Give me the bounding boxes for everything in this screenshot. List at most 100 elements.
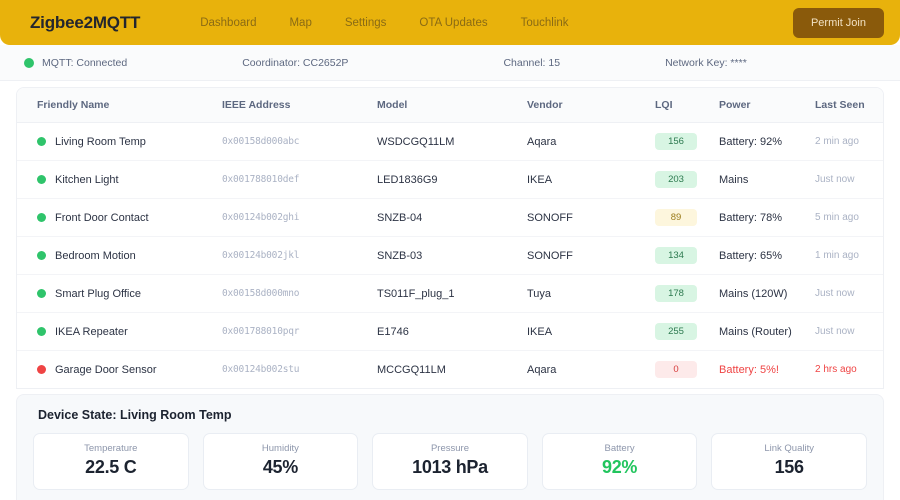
device-state-title: Device State: Living Room Temp [38, 408, 232, 422]
cell-lqi: 89 [655, 198, 719, 237]
cell-power: Mains (120W) [719, 274, 815, 313]
device-table-body: Living Room Temp 0x00158d000abc WSDCGQ11LM… [17, 122, 883, 389]
device-name-label: Smart Plug Office [55, 287, 141, 300]
cell-vendor: Tuya [527, 274, 655, 313]
cell-power: Battery: 65% [719, 236, 815, 275]
device-name-label: Kitchen Light [55, 173, 119, 186]
device-offline-dot-icon [37, 365, 46, 374]
col-header-friendly-name[interactable]: Friendly Name [17, 88, 222, 123]
cell-last-seen: 2 hrs ago [815, 364, 857, 375]
cell-lqi: 134 [655, 236, 719, 275]
table-row[interactable]: Garage Door Sensor 0x00124b002stu MCCGQ11L… [17, 351, 883, 389]
device-name-label: Bedroom Motion [55, 249, 136, 262]
mqtt-status-dot [24, 57, 34, 68]
cell-power: Battery: 92% [719, 122, 815, 161]
device-name-label: Garage Door Sensor [55, 363, 157, 376]
table-row[interactable]: IKEA Repeater 0x001788010pqr E1746 IKEA 255 M… [17, 312, 883, 351]
cell-model: SNZB-04 [377, 198, 527, 237]
cell-lqi: 0 [655, 351, 719, 389]
status-network-key: Network Key: **** [665, 56, 747, 69]
cell-vendor: Aqara [527, 363, 557, 376]
table-row[interactable]: Front Door Contact 0x00124b002ghi SNZB-04 S… [17, 198, 883, 237]
lqi-badge: 203 [655, 171, 697, 188]
cell-model: MCCGQ11LM [377, 363, 446, 376]
device-name-label: Front Door Contact [55, 211, 149, 224]
name-cell-wrap: Front Door Contact [37, 212, 222, 224]
cell-friendly-name: Front Door Contact [17, 198, 222, 237]
metric-label: Temperature [84, 443, 138, 454]
main-nav: Dashboard Map Settings OTA Updates Touchlink [200, 17, 793, 29]
cell-power: Battery: 78% [719, 198, 815, 237]
device-online-dot-icon [37, 137, 46, 146]
cell-vendor: IKEA [527, 312, 655, 351]
device-table: Friendly Name IEEE Address Model Vendor … [17, 88, 883, 388]
cell-power: Mains [719, 160, 815, 199]
col-header-ieee-address[interactable]: IEEE Address [222, 88, 377, 123]
lqi-badge: 178 [655, 285, 697, 302]
name-cell-wrap: IKEA Repeater [37, 326, 222, 338]
metric-card-battery: Battery 92% [541, 433, 698, 490]
cell-friendly-name: IKEA Repeater [17, 312, 222, 351]
cell-ieee-address: 0x00158d000abc [222, 122, 377, 161]
device-online-dot-icon [37, 327, 46, 336]
nav-item-dashboard[interactable]: Dashboard [200, 16, 257, 29]
cell-ieee-address: 0x00158d000mno [222, 274, 377, 313]
metric-value: 45% [262, 457, 298, 477]
metric-label: Battery [604, 443, 635, 454]
cell-lqi: 178 [655, 274, 719, 313]
cell-power: Mains (Router) [719, 312, 815, 351]
cell-ieee-address: 0x00124b002stu [222, 364, 300, 375]
app-header: Zigbee2MQTT Dashboard Map Settings OTA Upda… [0, 0, 900, 45]
cell-friendly-name: Living Room Temp [17, 122, 222, 161]
metric-card-pressure: Pressure 1013 hPa [372, 433, 528, 490]
col-header-lqi[interactable]: LQI [655, 88, 719, 123]
device-name-label: IKEA Repeater [55, 325, 128, 338]
table-row[interactable]: Smart Plug Office 0x00158d000mno TS011F_pl… [17, 274, 883, 313]
cell-vendor: Aqara [527, 122, 655, 161]
col-header-power[interactable]: Power [719, 88, 815, 123]
nav-item-touchlink[interactable]: Touchlink [520, 16, 569, 29]
col-header-vendor[interactable]: Vendor [527, 88, 655, 123]
permit-join-button[interactable]: Permit Join [792, 7, 884, 38]
col-header-last-seen[interactable]: Last Seen [815, 88, 883, 123]
status-bar: MQTT: Connected Coordinator: CC2652P Cha… [0, 45, 900, 81]
nav-item-map[interactable]: Map [289, 16, 312, 29]
metric-card-temperature: Temperature 22.5 C [33, 433, 189, 490]
device-state-panel: Device State: Living Room Temp Temperatu… [16, 394, 884, 500]
table-row[interactable]: Kitchen Light 0x001788010def LED1836G9 IKEA… [17, 160, 883, 199]
nav-item-ota-updates[interactable]: OTA Updates [419, 16, 488, 29]
metric-value: 1013 hPa [412, 457, 488, 477]
cell-friendly-name: Smart Plug Office [17, 274, 222, 313]
name-cell-wrap: Bedroom Motion [37, 250, 222, 262]
table-row[interactable]: Living Room Temp 0x00158d000abc WSDCGQ11LM… [17, 122, 883, 161]
col-header-model[interactable]: Model [377, 88, 527, 123]
lqi-badge: 134 [655, 247, 697, 264]
cell-ieee-address: 0x001788010pqr [222, 312, 377, 351]
cell-model: SNZB-03 [377, 236, 527, 275]
lqi-badge: 255 [655, 323, 697, 340]
status-coordinator: Coordinator: CC2652P [242, 56, 349, 69]
table-header-row: Friendly Name IEEE Address Model Vendor … [17, 88, 883, 123]
cell-model: E1746 [377, 312, 527, 351]
device-online-dot-icon [37, 289, 46, 298]
cell-lqi: 156 [655, 122, 719, 161]
nav-item-settings[interactable]: Settings [344, 16, 387, 29]
lqi-badge: 156 [655, 133, 697, 150]
cell-friendly-name: Kitchen Light [17, 160, 222, 199]
metric-value: 92% [602, 457, 638, 477]
cell-ieee-address: 0x001788010def [222, 160, 377, 199]
metric-label: Pressure [430, 443, 469, 454]
metric-card-humidity: Humidity 45% [202, 433, 359, 490]
table-row[interactable]: Bedroom Motion 0x00124b002jkl SNZB-03 SONOF… [17, 236, 883, 275]
status-channel: Channel: 15 [503, 56, 561, 69]
lqi-badge: 89 [655, 209, 697, 226]
device-table-card: Friendly Name IEEE Address Model Vendor … [16, 87, 884, 389]
cell-vendor: SONOFF [527, 198, 655, 237]
name-cell-wrap: Kitchen Light [37, 174, 222, 186]
device-metrics-row: Temperature 22.5 C Humidity 45% Pressure 1013… [33, 433, 867, 490]
status-mqtt-label: MQTT: Connected [42, 56, 128, 69]
cell-model: WSDCGQ11LM [377, 122, 527, 161]
name-cell-wrap: Garage Door Sensor [37, 364, 222, 376]
metric-card-link-quality: Link Quality 156 [711, 433, 867, 490]
